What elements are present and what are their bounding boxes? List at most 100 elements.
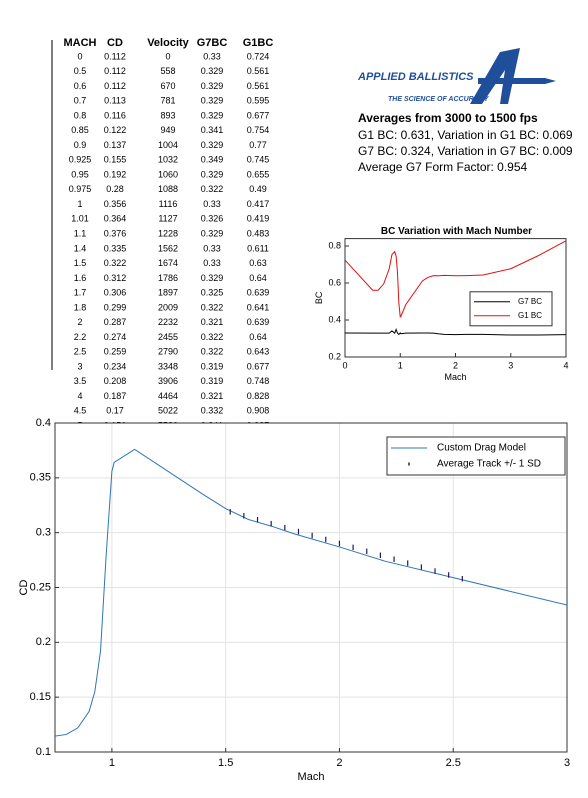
table-cell: 781 bbox=[160, 96, 175, 106]
y-tick-label: 0.3 bbox=[36, 527, 51, 539]
table-cell: 0.299 bbox=[104, 302, 127, 312]
series-line bbox=[55, 448, 567, 737]
table-cell: 1.7 bbox=[74, 288, 87, 298]
x-tick-label: 2 bbox=[336, 757, 342, 769]
legend-box bbox=[469, 291, 553, 327]
table-cell: 0.259 bbox=[104, 347, 127, 357]
table-cell: 0.677 bbox=[247, 361, 270, 371]
table-cell: 0.329 bbox=[201, 96, 224, 106]
table-cell: 3348 bbox=[158, 361, 178, 371]
table-cell: 0.325 bbox=[201, 288, 224, 298]
table-cell: 0.17 bbox=[106, 406, 124, 416]
legend-label: Average Track +/- 1 SD bbox=[437, 459, 541, 470]
table-cell: 0.754 bbox=[247, 125, 270, 135]
logo: APPLIED BALLISTICS THE SCIENCE OF ACCURA… bbox=[357, 48, 556, 104]
table-cell: 1786 bbox=[158, 273, 178, 283]
table-cell: 0.234 bbox=[104, 361, 127, 371]
table-cell: 0.349 bbox=[201, 155, 224, 165]
x-tick-label: 1.5 bbox=[218, 757, 233, 769]
table-cell: 0.561 bbox=[247, 81, 270, 91]
table-cell: 0.639 bbox=[247, 288, 270, 298]
table-header: CD bbox=[107, 37, 123, 49]
logo-mark bbox=[470, 48, 520, 104]
legend-box bbox=[386, 436, 566, 476]
table-cell: 3 bbox=[77, 361, 82, 371]
table-cell: 0.6 bbox=[74, 81, 87, 91]
table-cell: 0.643 bbox=[247, 347, 270, 357]
averages-line: Average G7 Form Factor: 0.954 bbox=[358, 160, 528, 174]
table-cell: 0.329 bbox=[201, 228, 224, 238]
table-cell: 0.329 bbox=[201, 81, 224, 91]
table-cell: 0.561 bbox=[247, 66, 270, 76]
table-cell: 0.187 bbox=[104, 391, 127, 401]
table-cell: 2.5 bbox=[74, 347, 87, 357]
x-tick-label: 1 bbox=[398, 360, 403, 370]
y-tick-label: 0.25 bbox=[30, 581, 51, 593]
chart: 1 1.5 2 2.5 3 0.1 0.15 0.2 0.25 0.3 0.35 0.4 Mach CD C… bbox=[18, 417, 570, 783]
logo-tagline: THE SCIENCE OF ACCURACY bbox=[388, 96, 490, 103]
table-cell: 0.828 bbox=[247, 391, 270, 401]
table-cell: 1127 bbox=[158, 214, 177, 224]
table-cell: 0.925 bbox=[69, 155, 92, 165]
table-cell: 0.483 bbox=[247, 228, 270, 238]
table-header: MACH bbox=[64, 37, 97, 49]
table-cell: 0.192 bbox=[104, 169, 127, 179]
y-tick-label: 0.8 bbox=[328, 240, 341, 250]
averages-title: Averages from 3000 to 1500 fps bbox=[358, 111, 538, 125]
table-cell: 0.417 bbox=[247, 199, 270, 209]
table-cell: 0.64 bbox=[249, 332, 267, 342]
table-cell: 4.5 bbox=[74, 406, 87, 416]
table-cell: 2.2 bbox=[74, 332, 87, 342]
table-cell: 0.335 bbox=[104, 243, 127, 253]
plot-frame bbox=[344, 238, 567, 358]
table-cell: 0.5 bbox=[74, 66, 87, 76]
chart: 0 1 2 3 4 0.2 0.4 0.6 0.8 BC Variation with Mach … bbox=[314, 226, 568, 382]
y-tick-label: 0.4 bbox=[328, 314, 341, 324]
table-cell: 949 bbox=[160, 125, 175, 135]
table-cell: 0.329 bbox=[201, 66, 224, 76]
table-cell: 0.364 bbox=[104, 214, 127, 224]
table-cell: 0.95 bbox=[71, 169, 89, 179]
table-cell: 0.329 bbox=[201, 169, 224, 179]
table-cell: 558 bbox=[160, 66, 175, 76]
y-tick-label: 0.15 bbox=[30, 691, 51, 703]
table-cell: 0.419 bbox=[247, 214, 270, 224]
table-cell: 0 bbox=[165, 51, 170, 61]
table-cell: 0.112 bbox=[104, 81, 126, 91]
table-cell: 0.326 bbox=[201, 214, 224, 224]
x-tick-label: 3 bbox=[564, 757, 570, 769]
table-cell: 0.9 bbox=[74, 140, 87, 150]
table-cell: 0.724 bbox=[247, 51, 270, 61]
logo-title: APPLIED BALLISTICS bbox=[357, 71, 474, 83]
y-tick-label: 0.4 bbox=[36, 417, 51, 429]
table-cell: 0.745 bbox=[247, 155, 270, 165]
table-cell: 0.639 bbox=[247, 317, 270, 327]
series-line bbox=[345, 240, 566, 318]
y-axis-label: CD bbox=[18, 580, 30, 596]
x-tick-label: 2.5 bbox=[446, 757, 461, 769]
table-cell: 0.677 bbox=[247, 110, 270, 120]
logo-bullet bbox=[478, 78, 556, 84]
table-cell: 0.28 bbox=[106, 184, 124, 194]
x-tick-label: 0 bbox=[342, 360, 347, 370]
table-cell: 0.975 bbox=[69, 184, 92, 194]
table-cell: 1060 bbox=[158, 169, 178, 179]
x-tick-label: 4 bbox=[563, 360, 568, 370]
x-tick-label: 3 bbox=[508, 360, 513, 370]
table-cell: 0.312 bbox=[104, 273, 127, 283]
table-cell: 1.1 bbox=[74, 228, 87, 238]
table-cell: 0.274 bbox=[104, 332, 127, 342]
table-cell: 5022 bbox=[158, 406, 178, 416]
table-cell: 0.63 bbox=[249, 258, 267, 268]
table-cell: 0.595 bbox=[247, 96, 270, 106]
chart-title: BC Variation with Mach Number bbox=[381, 226, 532, 237]
table-cell: 1032 bbox=[158, 155, 178, 165]
table-cell: 0.113 bbox=[104, 96, 126, 106]
table-cell: 0.287 bbox=[104, 317, 127, 327]
table-cell: 0.137 bbox=[104, 140, 127, 150]
table-cell: 0.356 bbox=[104, 199, 127, 209]
table-cell: 0.8 bbox=[74, 110, 87, 120]
table-cell: 0.376 bbox=[104, 228, 127, 238]
